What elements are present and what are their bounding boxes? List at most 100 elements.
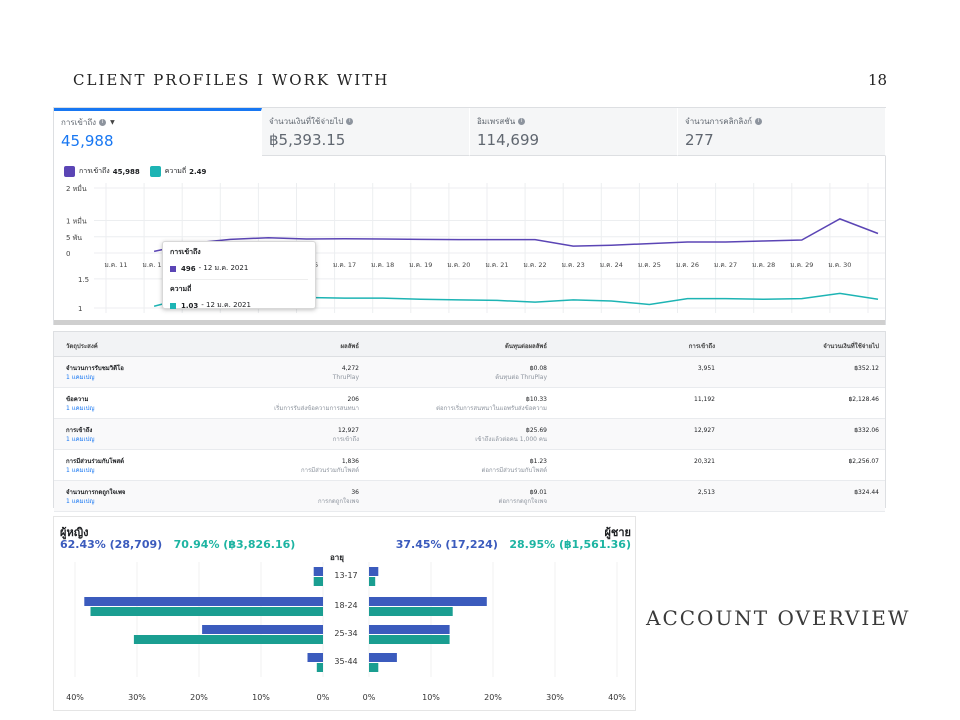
- chart-legend: การเข้าถึง 45,988 ความถี่ 2.49: [64, 166, 216, 177]
- row-objective: การเข้าถึง: [66, 427, 93, 434]
- caret-down-icon[interactable]: ▼: [110, 119, 115, 126]
- row-objective: การมีส่วนร่วมกับโพสต์: [66, 458, 125, 465]
- age-label: 13-17: [334, 571, 357, 580]
- row-result-sub: เริ่มการรับส่งข้อความการสนทนา: [274, 405, 359, 412]
- bar-male-spend: [369, 635, 450, 644]
- table-row[interactable]: การมีส่วนร่วมกับโพสต์ 1 แคมเปญ 1,836 การมี…: [54, 450, 885, 481]
- row-cost-sub: ต่อการมีส่วนร่วมกับโพสต์: [481, 467, 547, 474]
- series-line-reach: [153, 218, 879, 253]
- row-cost-sub: ต่อการกดถูกใจเพจ: [498, 498, 548, 505]
- metric-tab-reach[interactable]: การเข้าถึง i ▼ 45,988: [54, 108, 262, 156]
- row-result: 4,272: [341, 365, 359, 372]
- metric-value: 114,699: [477, 131, 540, 149]
- table-row[interactable]: จำนวนการรับชมวิดีโอ 1 แคมเปญ 4,272 ThruPla…: [54, 357, 885, 388]
- metric-tab-impressions[interactable]: อิมเพรสชัน i 114,699: [470, 108, 678, 156]
- tooltip-row-frequency: 1.03 - 12 ม.ค. 2021: [170, 300, 308, 311]
- legend-swatch: [149, 166, 161, 177]
- x-tick-label: ม.ค. 30: [828, 261, 851, 269]
- female-stats: 62.43% (28,709) 70.94% (฿3,826.16): [60, 538, 295, 551]
- row-campaign-link[interactable]: 1 แคมเปญ: [66, 374, 95, 381]
- tooltip-title-frequency: ความถี่: [170, 285, 192, 293]
- x-tick-label: ม.ค. 29: [790, 261, 813, 269]
- info-icon[interactable]: i: [346, 118, 354, 125]
- y-tick-label: 2 หมื่น: [66, 184, 87, 193]
- row-campaign-link[interactable]: 1 แคมเปญ: [66, 498, 95, 505]
- y-tick-label: 1.5: [78, 276, 89, 284]
- female-reach: 62.43% (28,709): [60, 538, 163, 551]
- male-reach: 37.45% (17,224): [395, 538, 498, 551]
- legend-item-reach[interactable]: การเข้าถึง 45,988: [64, 166, 140, 177]
- age-label: 35-44: [334, 657, 357, 666]
- tooltip-value: 1.03: [181, 301, 199, 310]
- row-objective: ข้อความ: [66, 396, 89, 403]
- header-cost[interactable]: ต้นทุนต่อผลลัพธ์: [504, 343, 547, 350]
- row-campaign-link[interactable]: 1 แคมเปญ: [66, 436, 95, 443]
- row-cost: ฿0.08: [529, 365, 547, 372]
- bar-female-reach: [84, 597, 323, 606]
- x-tick-label: ม.ค. 18: [371, 261, 394, 269]
- info-icon[interactable]: i: [518, 118, 526, 125]
- row-cost-sub: ต้นทุนต่อ ThruPlay: [495, 374, 547, 381]
- metric-value: 45,988: [61, 132, 114, 150]
- row-result-sub: ThruPlay: [332, 374, 359, 381]
- bar-female-reach: [313, 567, 323, 576]
- x-tick-label-right: 40%: [608, 693, 626, 702]
- legend-item-frequency[interactable]: ความถี่ 2.49: [149, 166, 206, 177]
- age-label: 25-34: [334, 629, 357, 638]
- header-objective[interactable]: วัตถุประสงค์: [66, 343, 98, 350]
- legend-name: การเข้าถึง: [79, 167, 110, 175]
- legend-value: 45,988: [112, 167, 140, 176]
- info-icon[interactable]: i: [755, 118, 762, 125]
- tooltip-value: 496: [181, 264, 196, 273]
- row-spend: ฿324.44: [854, 489, 879, 496]
- age-label: 18-24: [334, 601, 357, 610]
- bar-female-spend: [313, 577, 323, 586]
- tooltip-title-reach: การเข้าถึง: [170, 248, 201, 256]
- header-reach[interactable]: การเข้าถึง: [688, 343, 715, 350]
- row-objective: จำนวนการกดถูกใจเพจ: [66, 489, 126, 496]
- table-row[interactable]: การเข้าถึง 1 แคมเปญ 12,927 การเข้าถึง ฿25.…: [54, 419, 885, 450]
- male-label: ผู้ชาย: [604, 526, 631, 539]
- row-result-sub: การมีส่วนร่วมกับโพสต์: [300, 467, 359, 474]
- horizontal-scrollbar[interactable]: [54, 320, 885, 325]
- row-campaign-link[interactable]: 1 แคมเปญ: [66, 467, 95, 474]
- header-spend[interactable]: จำนวนเงินที่ใช้จ่ายไป: [823, 343, 879, 350]
- metric-label: จำนวนเงินที่ใช้จ่ายไป: [269, 117, 344, 126]
- table-header: วัตถุประสงค์ ผลลัพธ์ ต้นทุนต่อผลลัพธ์ กา…: [54, 332, 885, 357]
- x-tick-label: ม.ค. 28: [752, 261, 775, 269]
- age-gender-bar-chart: 40% 30% 20% 10% 0% 0% 10% 20% 30% 40% 13-17 18-24 25…: [66, 562, 626, 702]
- male-spend: 28.95% (฿1,561.36): [509, 538, 631, 551]
- tooltip-date: - 12 ม.ค. 2021: [198, 264, 249, 272]
- legend-name: ความถี่: [164, 167, 187, 175]
- row-campaign-link[interactable]: 1 แคมเปญ: [66, 405, 95, 412]
- row-reach: 11,192: [694, 396, 715, 403]
- slide-caption: ACCOUNT OVERVIEW: [646, 606, 911, 630]
- bar-male-reach: [369, 625, 450, 634]
- x-tick-label: ม.ค. 24: [600, 261, 623, 269]
- table-row[interactable]: จำนวนการกดถูกใจเพจ 1 แคมเปญ 36 การกดถูกใจเ…: [54, 481, 885, 512]
- bar-male-spend: [369, 577, 376, 586]
- row-reach: 20,321: [694, 458, 715, 465]
- metric-tab-spend[interactable]: จำนวนเงินที่ใช้จ่ายไป i ฿5,393.15: [262, 108, 470, 156]
- bar-female-reach: [307, 653, 323, 662]
- row-cost: ฿10.33: [526, 396, 547, 403]
- metric-tab-link-clicks[interactable]: จำนวนการคลิกลิงก์ i 277: [678, 108, 886, 156]
- legend-swatch: [64, 166, 75, 177]
- bar-female-spend: [133, 635, 323, 644]
- row-result: 206: [347, 396, 359, 403]
- header-result[interactable]: ผลลัพธ์: [340, 343, 360, 350]
- x-tick-label: ม.ค. 22: [524, 261, 547, 269]
- row-result-sub: การเข้าถึง: [332, 436, 359, 443]
- page-number: 18: [868, 71, 888, 89]
- tooltip-swatch: [170, 265, 176, 272]
- info-icon[interactable]: i: [99, 119, 107, 126]
- metric-label: อิมเพรสชัน: [477, 117, 516, 126]
- row-cost-sub: เข้าถึงแล้วต่อคน 1,000 คน: [475, 436, 547, 443]
- row-result-sub: การกดถูกใจเพจ: [318, 498, 359, 505]
- x-tick-label: ม.ค. 20: [447, 261, 470, 269]
- table-row[interactable]: ข้อความ 1 แคมเปญ 206 เริ่มการรับส่งข้อความ…: [54, 388, 885, 419]
- tooltip-row-reach: 496 - 12 ม.ค. 2021: [170, 263, 308, 274]
- metric-label: จำนวนการคลิกลิงก์: [685, 117, 752, 126]
- x-tick-label: ม.ค. 21: [485, 261, 508, 269]
- metric-value: 277: [685, 131, 714, 149]
